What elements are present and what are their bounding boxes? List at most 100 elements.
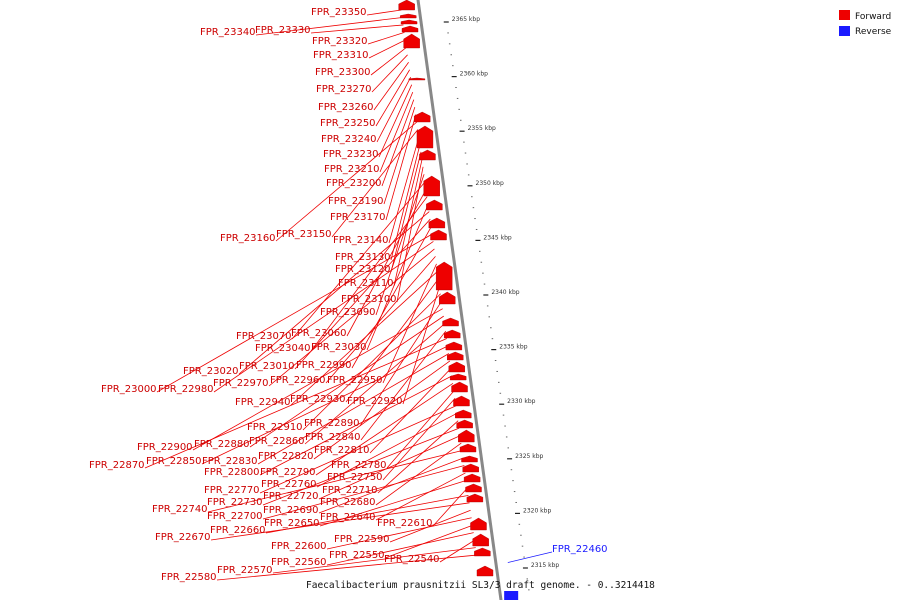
forward-gene-feature[interactable] [472,533,489,547]
gene-label[interactable]: FPR_22990 [296,360,352,371]
gene-label[interactable]: FPR_23240 [321,134,377,145]
forward-gene-feature[interactable] [413,111,431,123]
forward-gene-feature[interactable] [458,429,475,443]
gene-label[interactable]: FPR_22750 [327,472,383,483]
gene-label[interactable]: FPR_23120 [335,264,391,275]
gene-label[interactable]: FPR_23030 [311,342,367,353]
gene-label[interactable]: FPR_23270 [316,84,372,95]
gene-label[interactable]: FPR_22580 [161,572,217,583]
gene-label[interactable]: FPR_22610 [377,518,433,529]
forward-gene-feature[interactable] [439,291,456,305]
forward-gene-feature[interactable] [428,217,446,229]
forward-gene-feature[interactable] [455,409,472,419]
forward-gene-feature[interactable] [463,473,481,483]
gene-label[interactable]: FPR_23210 [324,164,380,175]
forward-gene-feature[interactable] [416,125,434,149]
gene-label[interactable]: FPR_22960 [270,375,326,386]
gene-label[interactable]: FPR_22820 [258,451,314,462]
gene-label[interactable]: FPR_22900 [137,442,193,453]
gene-label[interactable]: FPR_22600 [271,541,327,552]
forward-gene-feature[interactable] [423,175,440,197]
forward-gene-feature[interactable] [462,463,479,473]
gene-label[interactable]: FPR_23130 [335,252,391,263]
forward-gene-feature[interactable] [476,565,494,577]
forward-gene-feature[interactable] [442,317,459,327]
gene-label[interactable]: FPR_23090 [320,307,376,318]
forward-gene-feature[interactable] [430,229,447,241]
gene-label[interactable]: FPR_22670 [155,532,211,543]
gene-label[interactable]: FPR_23350 [311,7,367,18]
gene-label[interactable]: FPR_23340 [200,27,256,38]
gene-label[interactable]: FPR_22720 [263,491,319,502]
gene-label[interactable]: FPR_22590 [334,534,390,545]
forward-gene-feature[interactable] [445,341,463,351]
gene-label[interactable]: FPR_22940 [235,397,291,408]
forward-gene-feature[interactable] [426,199,443,211]
forward-gene-feature[interactable] [459,443,477,453]
gene-label[interactable]: FPR_22690 [263,505,319,516]
gene-label[interactable]: FPR_22890 [304,418,360,429]
gene-label[interactable]: FPR_23200 [326,178,382,189]
forward-gene-feature[interactable] [474,547,491,557]
gene-label[interactable]: FPR_22710 [322,485,378,496]
gene-label[interactable]: FPR_22970 [213,378,269,389]
gene-label[interactable]: FPR_23330 [255,25,311,36]
forward-gene-feature[interactable] [466,493,484,503]
gene-label[interactable]: FPR_23250 [320,118,376,129]
gene-label[interactable]: FPR_23020 [183,366,239,377]
gene-label[interactable]: FPR_23150 [276,229,332,240]
gene-label[interactable]: FPR_22790 [260,467,316,478]
forward-gene-feature[interactable] [401,25,419,33]
gene-label[interactable]: FPR_23170 [330,212,386,223]
gene-label[interactable]: FPR_22930 [290,394,346,405]
gene-label[interactable]: FPR_22780 [331,460,387,471]
reverse-gene-feature[interactable] [504,591,519,600]
gene-label[interactable]: FPR_23060 [291,328,347,339]
gene-label[interactable]: FPR_22700 [207,511,263,522]
gene-label[interactable]: FPR_23110 [338,278,394,289]
gene-label[interactable]: FPR_22800 [204,467,260,478]
gene-label[interactable]: FPR_22810 [314,445,370,456]
gene-label[interactable]: FPR_22920 [347,396,403,407]
gene-label[interactable]: FPR_22980 [158,384,214,395]
gene-label[interactable]: FPR_22650 [264,518,320,529]
forward-gene-feature[interactable] [470,517,487,531]
gene-label[interactable]: FPR_22880 [194,439,250,450]
gene-label[interactable]: FPR_22870 [89,460,145,471]
gene-label[interactable]: FPR_22770 [204,485,260,496]
gene-label[interactable]: FPR_22730 [207,497,263,508]
gene-label[interactable]: FPR_22460 [552,544,608,555]
gene-label[interactable]: FPR_22840 [305,432,361,443]
forward-gene-feature[interactable] [448,361,465,373]
gene-label[interactable]: FPR_23320 [312,36,368,47]
forward-gene-feature[interactable] [444,329,461,339]
gene-label[interactable]: FPR_22950 [327,375,383,386]
gene-label[interactable]: FPR_23230 [323,149,379,160]
gene-label[interactable]: FPR_22660 [210,525,266,536]
gene-label[interactable]: FPR_22860 [249,436,305,447]
gene-label[interactable]: FPR_22760 [261,479,317,490]
forward-gene-feature[interactable] [435,261,453,291]
forward-gene-feature[interactable] [419,149,436,161]
gene-label[interactable]: FPR_23040 [255,343,311,354]
forward-gene-feature[interactable] [465,483,482,493]
gene-label[interactable]: FPR_23000 [101,384,157,395]
gene-label[interactable]: FPR_22640 [320,512,376,523]
gene-label[interactable]: FPR_23190 [328,196,384,207]
gene-label[interactable]: FPR_22910 [247,422,303,433]
forward-gene-feature[interactable] [451,381,468,393]
gene-label[interactable]: FPR_23070 [236,331,292,342]
forward-gene-feature[interactable] [398,0,415,11]
forward-gene-feature[interactable] [400,19,418,25]
gene-label[interactable]: FPR_22570 [217,565,273,576]
gene-label[interactable]: FPR_22850 [146,456,202,467]
gene-label[interactable]: FPR_22830 [202,456,258,467]
forward-gene-feature[interactable] [456,419,473,429]
gene-label[interactable]: FPR_22680 [320,497,376,508]
gene-label[interactable]: FPR_22740 [152,504,208,515]
gene-label[interactable]: FPR_23300 [315,67,371,78]
forward-gene-feature[interactable] [449,373,467,381]
gene-label[interactable]: FPR_23310 [313,50,369,61]
gene-label[interactable]: FPR_23010 [239,361,295,372]
gene-label[interactable]: FPR_23260 [318,102,374,113]
